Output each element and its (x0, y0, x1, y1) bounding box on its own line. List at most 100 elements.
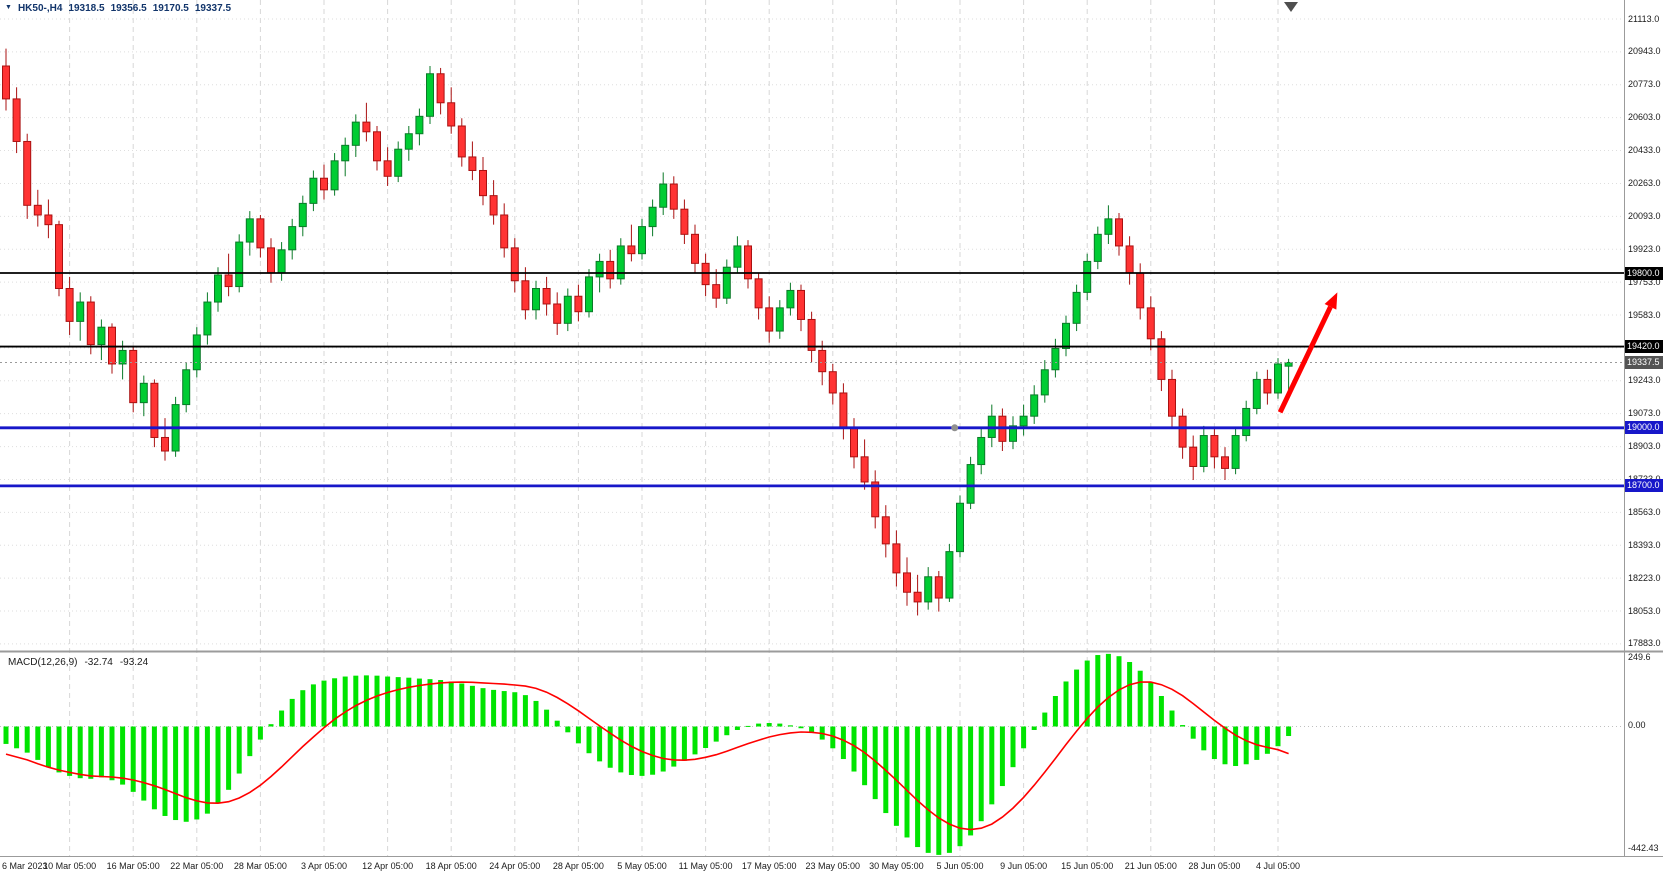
macd-histogram-bar (67, 726, 73, 776)
macd-signal-line (5, 681, 1289, 831)
macd-histogram-bar (56, 726, 62, 773)
macd-histogram-bar (310, 684, 316, 727)
macd-histogram-bar (840, 726, 846, 760)
candle-body (150, 382, 159, 438)
candle-body (797, 289, 805, 320)
candle-body (479, 169, 487, 197)
macd-histogram-bar (830, 726, 836, 749)
trend-arrow-head[interactable] (1324, 292, 1338, 310)
candle-body (245, 218, 254, 243)
candle-body (1136, 272, 1145, 309)
candle-body (977, 436, 986, 466)
macd-histogram-bar (374, 675, 380, 727)
candle-body (139, 382, 148, 404)
macd-histogram-bar (342, 676, 348, 727)
macd-scale-zero: 0.00 (1628, 720, 1646, 730)
candle-body (553, 303, 562, 324)
dot-marker[interactable] (951, 424, 959, 432)
macd-histogram-bar (130, 726, 136, 792)
candle-body (1168, 378, 1176, 417)
candle-body (1125, 245, 1134, 274)
macd-histogram-bar (1116, 656, 1122, 727)
candle-body (44, 214, 53, 226)
candle-body (1062, 322, 1070, 349)
candle-body (903, 572, 911, 593)
trend-arrow-shaft[interactable] (1277, 305, 1333, 414)
candle-body (192, 334, 201, 371)
candle-body (1040, 369, 1049, 396)
candle-body (510, 247, 519, 282)
macd-histogram-bar (766, 723, 772, 727)
candle-body (1030, 394, 1039, 417)
macd-scale-top: 249.6 (1628, 652, 1651, 662)
candle-body (161, 436, 169, 452)
macd-histogram-bar (395, 677, 401, 727)
candle-body (76, 301, 85, 322)
macd-signal-value: -93.24 (119, 657, 149, 668)
candle-body (1189, 446, 1198, 467)
candle-body (288, 226, 297, 251)
candle-body (765, 307, 774, 332)
macd-histogram-bar (936, 726, 942, 855)
macd-histogram-bar (1286, 726, 1292, 737)
candle-body (1009, 425, 1017, 442)
candle-body (786, 289, 795, 309)
macd-histogram-bar (1074, 669, 1080, 727)
candle-body (595, 260, 604, 278)
candle-body (55, 224, 63, 290)
candle-body (277, 249, 286, 274)
macd-histogram-bar (427, 679, 433, 727)
candle-body (1284, 362, 1293, 367)
candle-body (1274, 363, 1282, 394)
macd-histogram-bar (597, 726, 603, 762)
candle-body (1083, 260, 1092, 293)
macd-histogram-bar (236, 726, 242, 774)
macd-histogram-bar (1105, 653, 1111, 727)
macd-histogram-bar (183, 726, 189, 822)
candle-body (542, 288, 551, 305)
macd-histogram-bar (35, 726, 41, 760)
macd-histogram-bar (257, 726, 263, 740)
macd-histogram-bar (1042, 712, 1048, 727)
macd-histogram-bar (77, 726, 83, 779)
macd-histogram-bar (798, 726, 804, 729)
candle-body (627, 245, 636, 255)
macd-histogram-bar (925, 726, 931, 853)
candle-body (457, 125, 466, 158)
chart-shift-marker[interactable] (1284, 2, 1298, 12)
candle-body (1051, 347, 1060, 371)
candle-body (669, 183, 678, 210)
macd-histogram-bar (406, 677, 412, 727)
macd-histogram-bar (1084, 660, 1090, 727)
macd-histogram-bar (692, 726, 698, 755)
macd-histogram-bar (809, 726, 815, 733)
macd-histogram-bar (522, 695, 528, 727)
candle-body (383, 160, 392, 177)
macd-histogram-bar (120, 726, 126, 785)
macd-histogram-bar (1254, 726, 1260, 760)
candle-body (881, 516, 890, 545)
candle-body (1019, 415, 1028, 427)
candle-body (563, 295, 572, 324)
chart-title: ▼ HK50-,H4 19318.5 19356.5 19170.5 19337… (5, 3, 231, 14)
candle-body (362, 121, 371, 133)
candle-body (574, 295, 583, 313)
macd-histogram-bar (851, 726, 857, 772)
candle-body (680, 208, 689, 235)
candle-body (839, 392, 848, 429)
candle-body (1157, 338, 1166, 380)
candle-body (945, 551, 954, 599)
macd-histogram-bar (3, 726, 9, 744)
macd-scale-bottom: -442.43 (1628, 843, 1659, 853)
macd-histogram-bar (1010, 726, 1016, 768)
candle-body (913, 591, 922, 603)
candle-body (1072, 291, 1081, 324)
macd-histogram-bar (1201, 726, 1207, 751)
macd-histogram-bar (1127, 662, 1133, 727)
macd-histogram-bar (862, 726, 868, 786)
macd-histogram-bar (512, 692, 518, 727)
macd-histogram-bar (1031, 726, 1037, 730)
candle-body (585, 276, 593, 313)
